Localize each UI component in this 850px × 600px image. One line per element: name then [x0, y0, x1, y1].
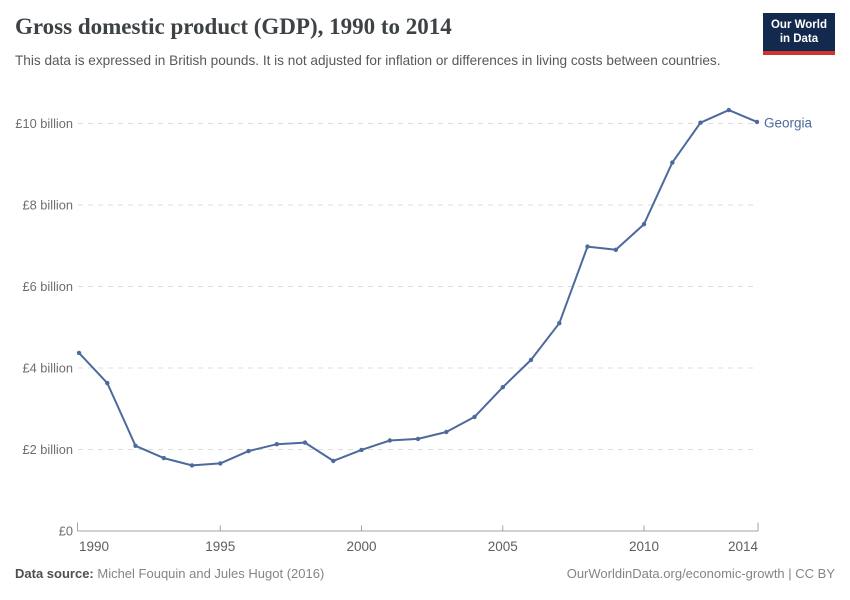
data-point-georgia-2010[interactable] [641, 222, 647, 227]
data-point-georgia-2011[interactable] [670, 160, 675, 165]
x-tick-label: 1990 [79, 539, 109, 554]
y-tick-label: £4 billion [22, 360, 73, 375]
owid-logo[interactable]: Our World in Data [762, 13, 835, 55]
data-point-georgia-1993[interactable] [161, 455, 166, 461]
data-point-georgia-2014[interactable] [754, 119, 760, 125]
y-tick-label: £6 billion [22, 279, 73, 294]
chart-subtitle: This data is expressed in British pounds… [15, 53, 721, 68]
x-tick-label: 1995 [205, 539, 235, 554]
series-label-georgia[interactable]: Georgia [764, 115, 813, 130]
data-point-georgia-2001[interactable] [387, 438, 392, 443]
data-point-georgia-2004[interactable] [472, 414, 477, 420]
data-point-georgia-2013[interactable] [726, 107, 731, 113]
y-tick-label: £10 billion [15, 116, 73, 131]
license-credit[interactable]: OurWorldinData.org/economic-growth | CC … [566, 566, 835, 581]
data-point-georgia-2003[interactable] [444, 429, 449, 435]
x-tick-label: 2010 [629, 539, 659, 554]
data-point-georgia-1992[interactable] [133, 443, 138, 448]
data-point-georgia-2009[interactable] [613, 247, 618, 252]
data-point-georgia-1990[interactable] [76, 350, 82, 356]
x-tick-label: 2000 [346, 539, 376, 554]
y-tick-label: £8 billion [22, 197, 73, 212]
data-point-georgia-1999[interactable] [331, 458, 336, 464]
x-tick-label: 2005 [488, 539, 518, 554]
series-line-georgia[interactable] [78, 109, 758, 467]
data-point-georgia-1995[interactable] [218, 461, 223, 466]
data-point-georgia-2000[interactable] [359, 447, 364, 453]
data-point-georgia-1997[interactable] [274, 442, 279, 447]
data-point-georgia-1996[interactable] [246, 448, 251, 454]
owid-logo-line2: in Data [779, 32, 819, 45]
data-source-note: Data source: Michel Fouquin and Jules Hu… [15, 566, 324, 581]
y-tick-label: £0 [59, 523, 73, 538]
data-source-label: Data source: [15, 566, 94, 581]
y-tick-label: £2 billion [22, 442, 73, 457]
data-point-georgia-1998[interactable] [302, 440, 308, 445]
x-tick-label: 2014 [728, 539, 759, 554]
data-point-georgia-2007[interactable] [557, 321, 562, 326]
data-point-georgia-1991[interactable] [105, 380, 110, 386]
owid-logo-line1: Our World [770, 19, 827, 31]
data-source-value: Michel Fouquin and Jules Hugot (2016) [93, 566, 325, 581]
chart-footer: Data source: Michel Fouquin and Jules Hu… [15, 566, 835, 581]
data-point-georgia-2006[interactable] [528, 357, 534, 363]
data-point-georgia-2008[interactable] [585, 244, 590, 249]
data-point-georgia-2012[interactable] [698, 120, 703, 125]
data-point-georgia-2005[interactable] [500, 385, 505, 390]
chart-title: Gross domestic product (GDP), 1990 to 20… [15, 14, 452, 39]
data-point-georgia-1994[interactable] [189, 463, 195, 468]
data-point-georgia-2002[interactable] [415, 436, 421, 442]
